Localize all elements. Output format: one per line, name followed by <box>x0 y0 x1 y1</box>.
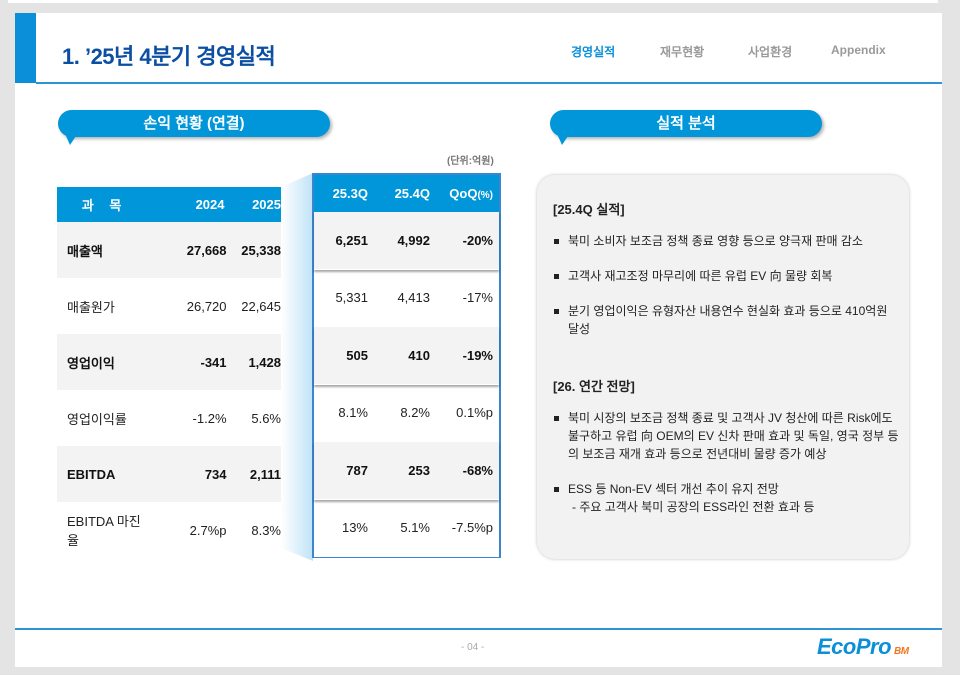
bullet: 분기 영업이익은 유형자산 내용연수 현실화 효과 등으로 410억원 달성 <box>553 302 901 338</box>
bullet: 북미 소비자 보조금 정책 종료 영향 등으로 양극재 판매 감소 <box>553 232 901 250</box>
header-25-3q: 25.3Q <box>332 186 368 201</box>
quarterly-income-table: 25.3Q 25.4Q QoQ(%) 6,251 4,992 -20% 5,33… <box>312 173 501 558</box>
page-number: - 04 - <box>461 642 485 653</box>
value-25-4q: 253 <box>408 462 430 478</box>
nav-item-financial-status[interactable]: 재무현황 <box>660 45 705 59</box>
section-title-outlook: [26. 연간 전망] <box>553 379 635 394</box>
value-25-3q: 787 <box>346 462 368 478</box>
value-qoq: 0.1%p <box>456 405 493 421</box>
value-2025: 22,645 <box>241 298 281 314</box>
table-header: 과 목 2024 2025 <box>57 187 281 222</box>
table-row: 영업이익률 -1.2% 5.6% <box>57 390 281 446</box>
section-label-income: 손익 현황 (연결) <box>58 110 330 145</box>
value-qoq: -17% <box>462 290 493 306</box>
header-qoq: QoQ(%) <box>430 186 493 201</box>
row-label: 영업이익률 <box>67 411 127 427</box>
value-2025: 8.3% <box>251 522 281 538</box>
value-2024: -341 <box>200 354 227 370</box>
value-25-3q: 505 <box>346 347 368 363</box>
annual-income-table: 과 목 2024 2025 매출액 27,668 25,338 매출원가 26,… <box>57 187 281 558</box>
value-25-3q: 13% <box>341 520 368 536</box>
page-title: 1. ’25년 4분기 경영실적 <box>62 44 276 69</box>
value-2025: 25,338 <box>241 242 281 258</box>
row-label: 매출액 <box>67 243 103 259</box>
value-25-3q: 8.1% <box>338 405 368 421</box>
table-row: 영업이익 -341 1,428 <box>57 334 281 390</box>
row-label: EBITDA <box>67 466 116 482</box>
value-25-4q: 410 <box>408 347 430 363</box>
header-2024: 2024 <box>195 197 225 212</box>
value-25-3q: 6,251 <box>335 232 368 248</box>
table-row: 8.1% 8.2% 0.1%p <box>314 385 499 442</box>
slide: 1. ’25년 4분기 경영실적 경영실적 재무현황 사업환경 Appendix… <box>15 13 942 667</box>
sub-bullet: - 주요 고객사 북미 공장의 ESS라인 전환 효과 등 <box>572 500 815 514</box>
qoq-unit: (%) <box>477 190 493 201</box>
value-2024: -1.2% <box>192 410 227 426</box>
table-row: 505 410 -19% <box>314 327 499 385</box>
nav-item-business-environment[interactable]: 사업환경 <box>748 45 793 59</box>
bullet: 고객사 재고조정 마무리에 따른 유럽 EV 向 물량 회복 <box>553 267 901 285</box>
section-title-q4: [25.4Q 실적] <box>553 202 625 217</box>
footer-divider <box>15 628 942 630</box>
table-row: 매출원가 26,720 22,645 <box>57 278 281 334</box>
value-2024: 2.7%p <box>189 522 227 538</box>
table-row: 5,331 4,413 -17% <box>314 270 499 327</box>
header-item: 과 목 <box>81 198 128 213</box>
nav-item-management-results[interactable]: 경영실적 <box>571 45 616 59</box>
table-row: 6,251 4,992 -20% <box>314 212 499 270</box>
value-25-4q: 8.2% <box>400 405 430 421</box>
value-2024: 734 <box>204 466 227 482</box>
value-qoq: -20% <box>462 232 493 248</box>
value-2025: 2,111 <box>249 466 281 482</box>
table-row: 787 253 -68% <box>314 442 499 500</box>
bullet: ESS 등 Non-EV 섹터 개선 추이 유지 전망 - 주요 고객사 북미 공… <box>553 480 901 516</box>
analysis-panel: [25.4Q 실적] 북미 소비자 보조금 정책 종료 영향 등으로 양극재 판… <box>537 175 909 559</box>
row-label: 매출원가 <box>67 299 115 315</box>
value-qoq: -7.5%p <box>451 520 493 536</box>
value-qoq: -68% <box>462 462 493 478</box>
value-25-3q: 5,331 <box>335 290 368 306</box>
title-accent-bar <box>15 13 36 83</box>
value-2025: 1,428 <box>248 354 281 370</box>
unit-label: (단위:억원) <box>447 156 494 167</box>
ecopro-bm-logo: EcoPro BM <box>817 634 909 659</box>
value-2024: 26,720 <box>186 298 227 314</box>
nav-item-appendix[interactable]: Appendix <box>831 43 886 57</box>
header-divider <box>36 82 942 84</box>
table-header: 25.3Q 25.4Q QoQ(%) <box>314 175 499 212</box>
bullet: 북미 시장의 보조금 정책 종료 및 고객사 JV 청산에 따른 Risk에도 … <box>553 409 901 463</box>
value-qoq: -19% <box>462 347 493 363</box>
zoom-funnel-graphic <box>281 173 313 561</box>
value-25-4q: 4,992 <box>397 232 430 248</box>
value-2024: 27,668 <box>186 242 227 258</box>
row-label: EBITDA 마진율 <box>67 514 141 548</box>
table-row: EBITDA 734 2,111 <box>57 446 281 502</box>
table-row: EBITDA 마진율 2.7%p 8.3% <box>57 502 281 558</box>
previous-slide-edge <box>8 0 938 3</box>
table-row: 매출액 27,668 25,338 <box>57 222 281 278</box>
value-25-4q: 4,413 <box>397 290 430 306</box>
table-row: 13% 5.1% -7.5%p <box>314 500 499 557</box>
header-25-4q: 25.4Q <box>394 186 430 201</box>
qoq-label: QoQ <box>449 186 478 201</box>
value-25-4q: 5.1% <box>400 520 430 536</box>
row-label: 영업이익 <box>67 355 115 371</box>
header-2025: 2025 <box>252 197 281 212</box>
section-label-analysis: 실적 분석 <box>550 110 822 145</box>
value-2025: 5.6% <box>251 410 281 426</box>
bullet-text: ESS 등 Non-EV 섹터 개선 추이 유지 전망 <box>568 482 779 496</box>
